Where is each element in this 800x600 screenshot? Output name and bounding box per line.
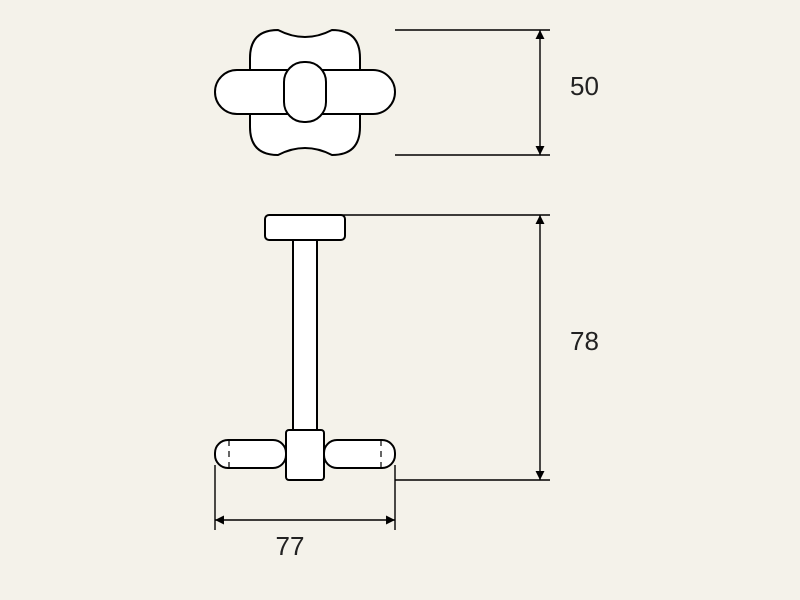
centre-boss bbox=[284, 62, 326, 122]
collar bbox=[286, 430, 324, 480]
dim-77: 77 bbox=[276, 531, 305, 561]
bar-right bbox=[324, 440, 395, 468]
side-view bbox=[215, 215, 395, 480]
top-view bbox=[215, 30, 395, 155]
bar-left bbox=[215, 440, 286, 468]
dim-50: 50 bbox=[570, 71, 599, 101]
tech-drawing: 50 78 77 bbox=[0, 0, 800, 600]
dim-78: 78 bbox=[570, 326, 599, 356]
top-cap bbox=[265, 215, 345, 240]
stem bbox=[293, 240, 317, 430]
